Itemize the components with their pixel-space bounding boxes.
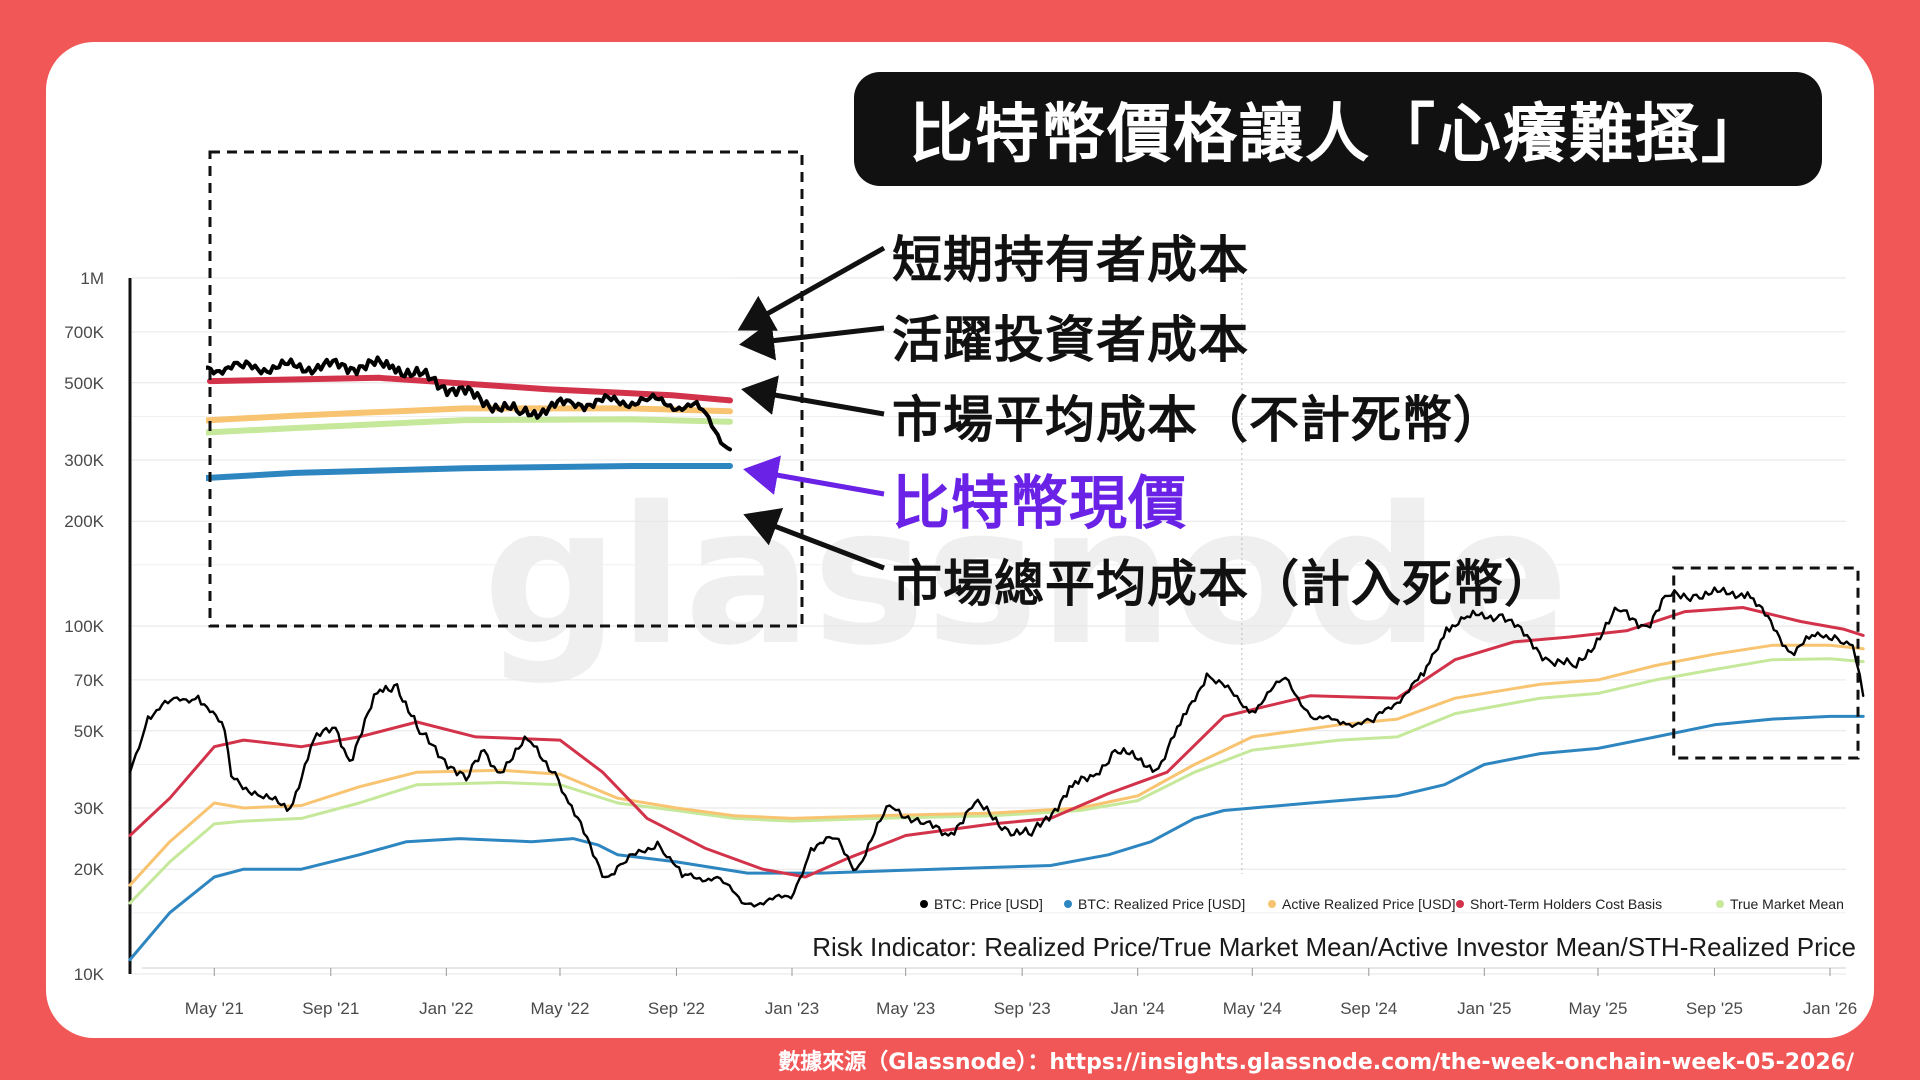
- x-tick-label: Sep '25: [1686, 999, 1743, 1018]
- legend-item-price[interactable]: BTC: Price [USD]: [920, 896, 1043, 912]
- arrow-sth: [737, 245, 886, 331]
- annotation-true-mean: 市場平均成本（不計死幣）: [892, 391, 1504, 449]
- legend-item-sth[interactable]: Short-Term Holders Cost Basis: [1456, 896, 1662, 912]
- x-tick-label: Sep '22: [648, 999, 705, 1018]
- x-tick-label: Sep '23: [994, 999, 1051, 1018]
- source-region-box: [1672, 566, 1860, 760]
- x-tick-label: Jan '24: [1111, 999, 1165, 1018]
- source-footer: 數據來源（Glassnode）：https://insights.glassno…: [778, 1050, 1854, 1075]
- x-tick-label: May '24: [1223, 999, 1282, 1018]
- annotation-active-cost: 活躍投資者成本: [892, 311, 1249, 369]
- main-series-layer: [128, 586, 1865, 962]
- inset-chart: [206, 277, 733, 482]
- legend-swatch: [1064, 900, 1072, 908]
- page-title: 比特幣價格讓人「心癢難搔」: [909, 98, 1767, 172]
- chart-svg: glassnode 1M 700K 500K 300K 200K 100K 70K 50K 30…: [64, 150, 1865, 1018]
- y-tick-label: 50K: [74, 722, 105, 741]
- chart-card: glassnode 1M 700K 500K 300K 200K 100K 70K 50K 30…: [46, 42, 1874, 1038]
- arrow-price: [743, 455, 885, 497]
- inset-series-line-active: [206, 405, 733, 424]
- series-line-realized: [128, 714, 1865, 962]
- y-tick-label: 200K: [64, 512, 104, 531]
- legend-swatch: [1268, 900, 1276, 908]
- x-tick-label: May '22: [530, 999, 589, 1018]
- y-tick-label: 1M: [80, 269, 104, 288]
- legend-item-realized[interactable]: BTC: Realized Price [USD]: [1064, 896, 1245, 912]
- legend-swatch: [1456, 900, 1464, 908]
- legend-item-true_mean[interactable]: True Market Mean: [1716, 896, 1844, 912]
- y-tick-label: 30K: [74, 799, 105, 818]
- legend-label: Active Realized Price [USD]: [1282, 896, 1456, 912]
- arrow-true-mean: [741, 375, 885, 417]
- arrow-layer: [737, 245, 886, 571]
- legend-label: BTC: Realized Price [USD]: [1078, 896, 1245, 912]
- x-tick-label: May '23: [876, 999, 935, 1018]
- series-line-price: [128, 586, 1865, 908]
- series-line-sth: [128, 606, 1865, 879]
- title-banner: 比特幣價格讓人「心癢難搔」: [854, 72, 1822, 186]
- legend-swatch: [1716, 900, 1724, 908]
- annotation-realized-cost: 市場總平均成本（計入死幣）: [892, 555, 1555, 613]
- x-tick-label: May '21: [185, 999, 244, 1018]
- x-tick-label: Jan '26: [1803, 999, 1857, 1018]
- series-line-true_mean: [128, 657, 1865, 905]
- y-tick-label: 300K: [64, 451, 104, 470]
- y-tick-label: 700K: [64, 323, 104, 342]
- axis-layer: 1M 700K 500K 300K 200K 100K 70K 50K 30K 20K 10K May…: [64, 269, 1857, 1018]
- y-tick-label: 20K: [74, 860, 105, 879]
- legend-label: BTC: Price [USD]: [934, 896, 1043, 912]
- zoom-box-layer: [208, 150, 1860, 760]
- y-tick-label: 500K: [64, 374, 104, 393]
- inset-series-line-true_mean: [206, 416, 733, 436]
- inset-layer: [206, 277, 733, 482]
- y-tick-label: 100K: [64, 617, 104, 636]
- y-tick-label: 70K: [74, 671, 105, 690]
- x-tick-label: Jan '23: [765, 999, 819, 1018]
- inset-series-line-sth: [207, 374, 733, 404]
- legend-swatch: [920, 900, 928, 908]
- legend-item-active[interactable]: Active Realized Price [USD]: [1268, 896, 1456, 912]
- inset-series-line-price: [206, 355, 732, 452]
- watermark: glassnode: [483, 466, 1569, 687]
- inset-series-line-realized: [206, 463, 733, 482]
- legend-label: Short-Term Holders Cost Basis: [1470, 896, 1662, 912]
- arrow-realized: [743, 508, 885, 571]
- x-tick-label: Jan '25: [1457, 999, 1511, 1018]
- series-line-active: [128, 643, 1865, 887]
- y-tick-label: 10K: [74, 965, 105, 984]
- chart-subtitle: Risk Indicator: Realized Price/True Mark…: [812, 932, 1856, 962]
- x-tick-label: Sep '21: [302, 999, 359, 1018]
- annotation-current-price: 比特幣現價: [892, 469, 1188, 537]
- x-tick-label: Sep '24: [1340, 999, 1397, 1018]
- legend: BTC: Price [USD] BTC: Realized Price [USD…: [920, 896, 1844, 912]
- x-tick-label: May '25: [1568, 999, 1627, 1018]
- legend-label: True Market Mean: [1730, 896, 1844, 912]
- arrow-active: [739, 320, 885, 361]
- annotation-sth-cost: 短期持有者成本: [892, 231, 1249, 289]
- x-tick-label: Jan '22: [419, 999, 473, 1018]
- inset-zoom-box: [208, 150, 804, 628]
